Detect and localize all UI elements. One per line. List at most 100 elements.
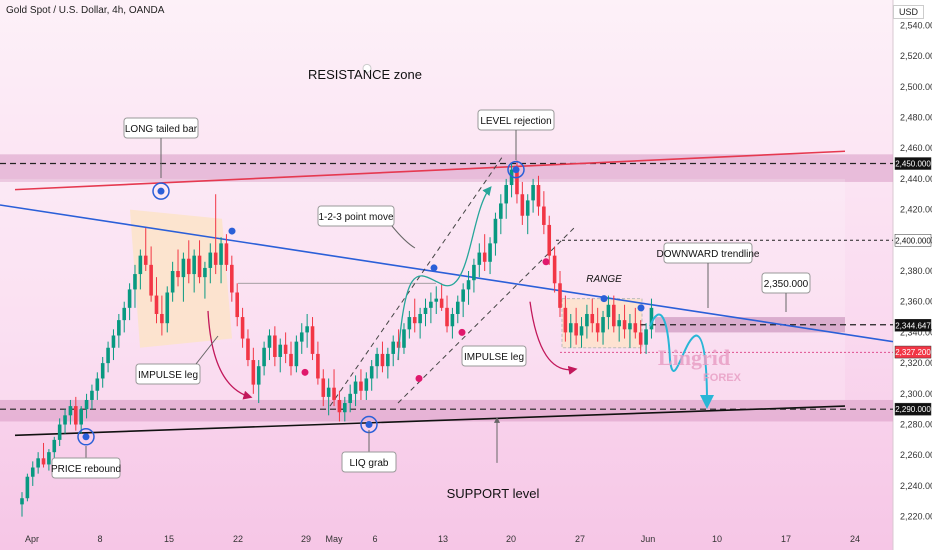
candle [143, 228, 148, 271]
watermark-sub: FOREX [703, 372, 742, 384]
candle-body [536, 185, 541, 207]
y-tick-label: 2,520.000 [900, 51, 932, 61]
candle-body [482, 252, 487, 262]
candle-body [617, 320, 621, 327]
candle-body [407, 317, 412, 330]
x-tick-label: 24 [850, 534, 860, 544]
candle-body [552, 255, 557, 284]
candle-body [224, 243, 229, 265]
resistance-label: RESISTANCE zone [308, 67, 422, 82]
candle-body [332, 387, 336, 400]
candle-body [612, 304, 616, 327]
candle [106, 341, 110, 373]
candle [375, 347, 379, 379]
candle [628, 313, 632, 348]
pink-point-3 [458, 328, 466, 336]
candle [461, 283, 465, 318]
candle-body [423, 307, 428, 314]
x-tick-label: 29 [301, 534, 311, 544]
y-tick-label: 2,480.000 [900, 112, 932, 122]
candle-body [30, 467, 35, 477]
candle-body [493, 218, 498, 244]
price-tag: 2,290.000 [894, 402, 931, 416]
candle-body [418, 313, 422, 324]
overlay-layer [77, 63, 714, 463]
candle [160, 295, 164, 336]
candle [79, 406, 83, 434]
candle [343, 396, 347, 422]
candle [525, 194, 530, 235]
currency-badge[interactable]: USD [892, 5, 924, 19]
candle-body [547, 224, 552, 256]
candle [326, 378, 331, 416]
candle-body [278, 344, 283, 357]
candle-body [337, 399, 342, 413]
candle-body [235, 292, 239, 318]
candle-body [391, 341, 396, 354]
price-tag: 2,400.000 [894, 234, 931, 247]
candle-body [95, 378, 100, 391]
price-tag-label: 2,450.000 [895, 160, 931, 169]
candle-body [606, 304, 611, 318]
price-tag-label: 2,327.200 [895, 348, 931, 357]
x-tick-label: Apr [25, 534, 39, 544]
candle [574, 307, 578, 345]
candle-body [63, 415, 67, 425]
candle [450, 307, 455, 339]
candle-body [165, 292, 170, 324]
candle-body [57, 424, 62, 440]
x-tick-label: Jun [641, 534, 656, 544]
candle [590, 298, 595, 333]
candle [402, 323, 406, 354]
candle-body [628, 323, 632, 330]
candle [568, 313, 573, 348]
x-tick-label: 15 [164, 534, 174, 544]
candle-body [133, 274, 137, 290]
candle-body [170, 271, 175, 293]
impulse2-label: IMPULSE leg [464, 352, 524, 363]
candle-body [256, 366, 261, 385]
candle-body [386, 353, 390, 367]
y-tick-label: 2,240.000 [900, 481, 932, 491]
candle-body [138, 255, 143, 275]
candle [434, 286, 439, 314]
impulse1-label: IMPULSE leg [138, 370, 198, 381]
candle [499, 194, 503, 235]
candle [138, 249, 143, 290]
red-trendline [14, 150, 846, 191]
candle-body [246, 338, 250, 361]
candle [644, 323, 648, 354]
candle [558, 271, 562, 318]
candle [111, 329, 116, 361]
candle-body [595, 323, 600, 333]
candle [127, 283, 132, 321]
y-tick-label: 2,360.000 [900, 297, 932, 307]
candle [622, 304, 627, 339]
candle [208, 243, 213, 284]
level-rejection-point [507, 160, 525, 179]
candle [412, 298, 417, 333]
candle [579, 317, 584, 348]
candle [41, 442, 46, 468]
candle-body [348, 393, 352, 404]
candle-body [504, 185, 508, 204]
impulse1-callout: IMPULSE leg [135, 335, 219, 385]
candle [122, 301, 127, 333]
candle-body [638, 332, 643, 345]
chart-title: Gold Spot / U.S. Dollar, 4h, OANDA [6, 5, 165, 16]
candle [386, 347, 390, 379]
candle [203, 261, 207, 299]
range-label: RANGE [586, 274, 622, 285]
candle [472, 258, 476, 293]
candle-body [197, 255, 202, 278]
candle-body [343, 403, 347, 413]
candle [305, 313, 309, 348]
candle-body [47, 452, 51, 465]
candle [47, 449, 51, 471]
candle-body [117, 320, 121, 336]
candle [90, 384, 94, 410]
long-tailed-callout: LONG tailed bar [123, 117, 199, 178]
candle [359, 369, 363, 400]
